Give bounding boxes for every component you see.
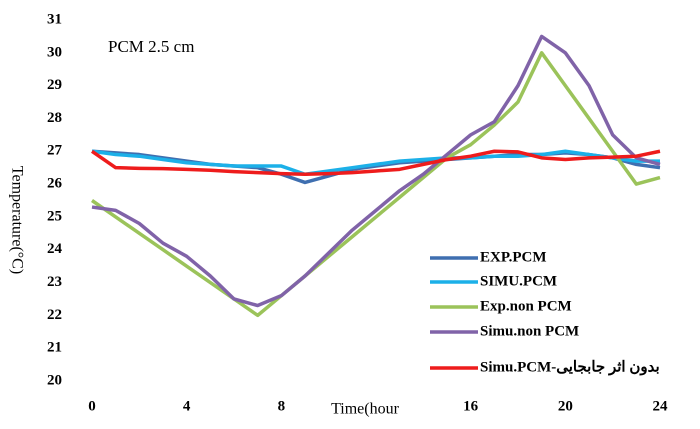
y-tick-label: 26 <box>47 176 63 192</box>
data-line <box>91 149 661 176</box>
y-tick-label: 31 <box>47 11 62 27</box>
data-line <box>91 149 661 185</box>
data-line <box>91 51 661 318</box>
y-tick-label: 28 <box>47 110 62 126</box>
y-tick-label: 24 <box>47 241 63 257</box>
y-tick-label: 20 <box>47 372 62 388</box>
y-tick-label: 27 <box>47 143 63 159</box>
data-line <box>91 34 661 308</box>
y-tick-label: 30 <box>47 44 62 60</box>
legend-label: EXP.PCM <box>480 249 547 265</box>
y-tick-label: 29 <box>47 77 62 93</box>
legend-label: Simu.non PCM <box>480 323 579 339</box>
x-tick-label: 4 <box>183 398 191 414</box>
data-line <box>91 149 660 176</box>
legend-label: SIMU.PCM <box>480 273 557 289</box>
x-tick-label: 8 <box>278 398 286 414</box>
x-tick-label: 16 <box>463 398 479 414</box>
y-tick-label: 21 <box>47 340 62 356</box>
y-tick-label: 22 <box>47 307 62 323</box>
x-tick-label: 24 <box>653 398 669 414</box>
x-tick-label: 0 <box>88 398 96 414</box>
legend-label: Exp.non PCM <box>480 298 572 314</box>
x-tick-label: 20 <box>558 398 573 414</box>
y-tick-label: 25 <box>47 208 62 224</box>
legend-label: Simu.PCM-بدون اثر جابجایی <box>480 359 660 375</box>
annotation: PCM 2.5 cm <box>108 37 194 56</box>
y-axis-label: Temperature(°C) <box>8 166 25 274</box>
x-axis-label: Time(hour <box>331 401 400 418</box>
y-tick-label: 23 <box>47 274 62 290</box>
